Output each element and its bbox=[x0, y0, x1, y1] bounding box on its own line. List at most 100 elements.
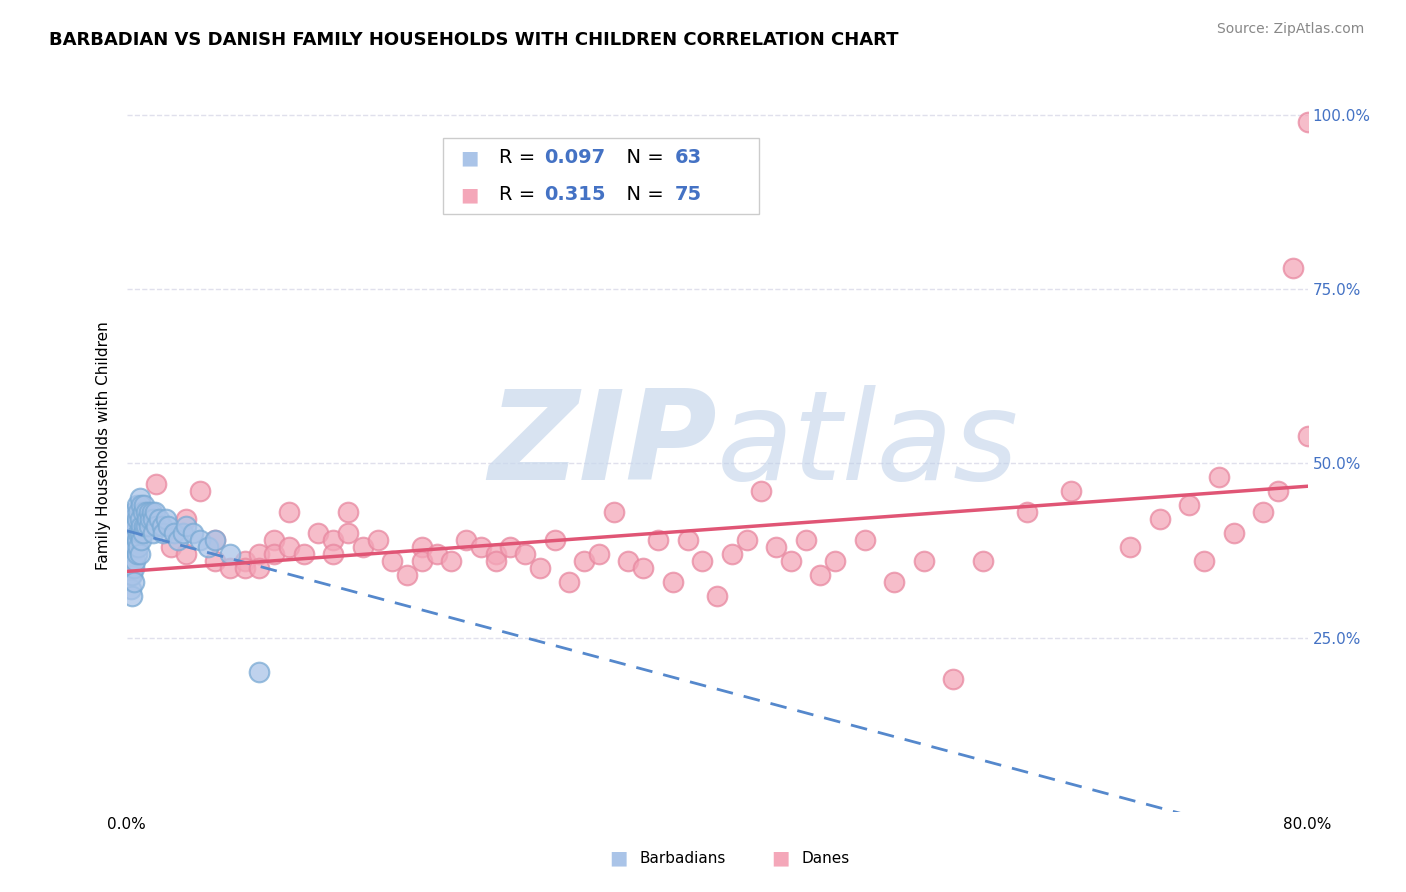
Point bbox=[135, 505, 157, 519]
Point bbox=[308, 526, 330, 541]
Point bbox=[1253, 505, 1275, 519]
Point bbox=[138, 505, 160, 519]
Point bbox=[352, 540, 374, 554]
Text: N =: N = bbox=[614, 148, 671, 168]
Point bbox=[706, 589, 728, 603]
Point bbox=[1149, 512, 1171, 526]
Text: 75: 75 bbox=[675, 185, 702, 204]
Point bbox=[574, 554, 596, 568]
Text: ZIP: ZIP bbox=[488, 385, 717, 507]
Point bbox=[138, 519, 160, 533]
Point bbox=[142, 526, 165, 541]
Point bbox=[233, 561, 256, 575]
Point bbox=[120, 582, 142, 596]
Point bbox=[204, 554, 226, 568]
Text: BARBADIAN VS DANISH FAMILY HOUSEHOLDS WITH CHILDREN CORRELATION CHART: BARBADIAN VS DANISH FAMILY HOUSEHOLDS WI… bbox=[49, 31, 898, 49]
Point bbox=[470, 540, 492, 554]
Point bbox=[249, 665, 271, 680]
Point bbox=[662, 574, 685, 589]
Point bbox=[121, 512, 143, 526]
Point bbox=[174, 547, 197, 561]
Point bbox=[150, 519, 173, 533]
Point bbox=[124, 540, 146, 554]
Point bbox=[1119, 540, 1142, 554]
Point bbox=[135, 519, 157, 533]
Point bbox=[337, 526, 360, 541]
Point bbox=[1060, 484, 1083, 499]
Point bbox=[1282, 261, 1305, 276]
Point bbox=[121, 589, 143, 603]
Point bbox=[129, 533, 153, 547]
Point bbox=[853, 533, 876, 547]
Point bbox=[233, 554, 256, 568]
Point bbox=[1192, 554, 1215, 568]
Text: atlas: atlas bbox=[717, 385, 1019, 507]
Point bbox=[120, 547, 142, 561]
Point bbox=[145, 477, 167, 491]
Point bbox=[765, 540, 787, 554]
Point bbox=[263, 533, 285, 547]
Point bbox=[121, 554, 143, 568]
Point bbox=[558, 574, 581, 589]
Point bbox=[127, 540, 149, 554]
Point bbox=[1267, 484, 1289, 499]
Point bbox=[1223, 526, 1246, 541]
Point bbox=[529, 561, 551, 575]
Point bbox=[322, 533, 344, 547]
Point bbox=[794, 533, 817, 547]
Y-axis label: Family Households with Children: Family Households with Children bbox=[96, 322, 111, 570]
Point bbox=[647, 533, 669, 547]
Point bbox=[167, 533, 190, 547]
Point bbox=[411, 540, 433, 554]
Point bbox=[1296, 115, 1319, 129]
Point bbox=[128, 491, 150, 506]
Point bbox=[484, 554, 508, 568]
Point bbox=[121, 533, 143, 547]
Point bbox=[125, 547, 148, 561]
Point bbox=[142, 512, 165, 526]
Point bbox=[145, 519, 167, 533]
Point bbox=[122, 526, 145, 541]
Point bbox=[249, 561, 271, 575]
Point bbox=[139, 512, 162, 526]
Text: Danes: Danes bbox=[801, 851, 849, 865]
Point bbox=[143, 505, 166, 519]
Point bbox=[499, 540, 522, 554]
Point bbox=[204, 533, 226, 547]
Point bbox=[1017, 505, 1039, 519]
Point bbox=[120, 567, 142, 582]
Point bbox=[152, 526, 174, 541]
Text: R =: R = bbox=[499, 185, 541, 204]
Text: ■: ■ bbox=[770, 848, 790, 868]
Point bbox=[125, 512, 148, 526]
Point bbox=[181, 526, 204, 541]
Point bbox=[156, 519, 179, 533]
Point bbox=[148, 512, 170, 526]
Text: Source: ZipAtlas.com: Source: ZipAtlas.com bbox=[1216, 22, 1364, 37]
Point bbox=[972, 554, 994, 568]
Point bbox=[219, 547, 242, 561]
Point bbox=[456, 533, 478, 547]
Point bbox=[197, 540, 219, 554]
Point bbox=[278, 505, 301, 519]
Point bbox=[692, 554, 714, 568]
Point bbox=[676, 533, 699, 547]
Point bbox=[411, 554, 433, 568]
Point bbox=[120, 526, 142, 541]
Text: ■: ■ bbox=[460, 185, 478, 204]
Text: Barbadians: Barbadians bbox=[640, 851, 725, 865]
Point bbox=[125, 533, 148, 547]
Point bbox=[124, 554, 146, 568]
Point bbox=[720, 547, 742, 561]
Point bbox=[160, 540, 183, 554]
Point bbox=[204, 533, 226, 547]
Point bbox=[122, 574, 145, 589]
Point bbox=[127, 526, 149, 541]
Point bbox=[174, 512, 197, 526]
Point bbox=[155, 512, 177, 526]
Text: ■: ■ bbox=[609, 848, 628, 868]
Point bbox=[136, 512, 159, 526]
Point bbox=[912, 554, 935, 568]
Point bbox=[810, 567, 832, 582]
Point bbox=[617, 554, 640, 568]
